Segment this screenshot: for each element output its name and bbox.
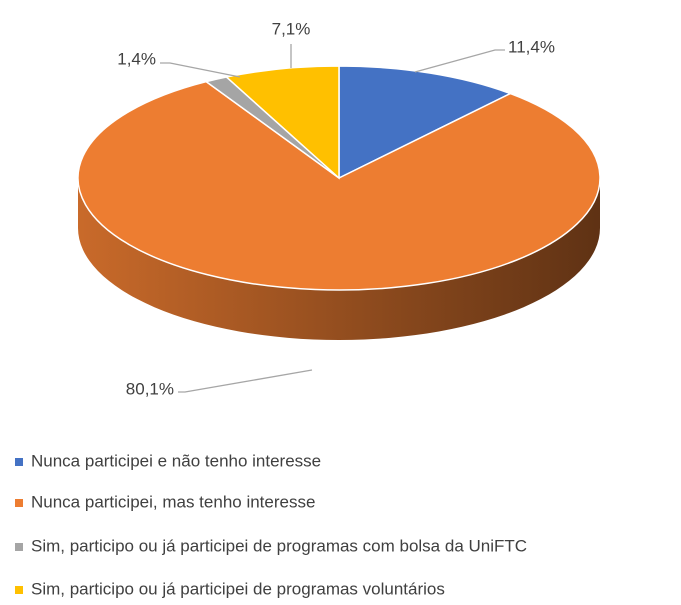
leader-line [160, 62, 241, 78]
leader-line [414, 49, 505, 73]
data-label: 11,4% [508, 37, 555, 56]
legend-swatch [15, 543, 23, 551]
slice [77, 80, 601, 291]
data-label: 7,1% [272, 19, 311, 38]
legend-label: Sim, participo ou já participei de progr… [31, 536, 527, 555]
pie [77, 65, 601, 340]
data-label: 80,1% [126, 379, 174, 398]
slice [224, 65, 340, 180]
legend-label: Sim, participo ou já participei de progr… [31, 579, 445, 598]
legend: Nunca participei e não tenho interesse Nu… [15, 451, 527, 598]
legend-swatch [15, 586, 23, 594]
leader-line [178, 369, 313, 393]
data-label: 1,4% [117, 49, 156, 68]
legend-label: Nunca participei, mas tenho interesse [31, 492, 315, 511]
slice [338, 65, 513, 180]
legend-swatch [15, 458, 23, 466]
legend-swatch [15, 499, 23, 507]
slice-side [78, 178, 600, 340]
legend-label: Nunca participei e não tenho interesse [31, 451, 321, 470]
